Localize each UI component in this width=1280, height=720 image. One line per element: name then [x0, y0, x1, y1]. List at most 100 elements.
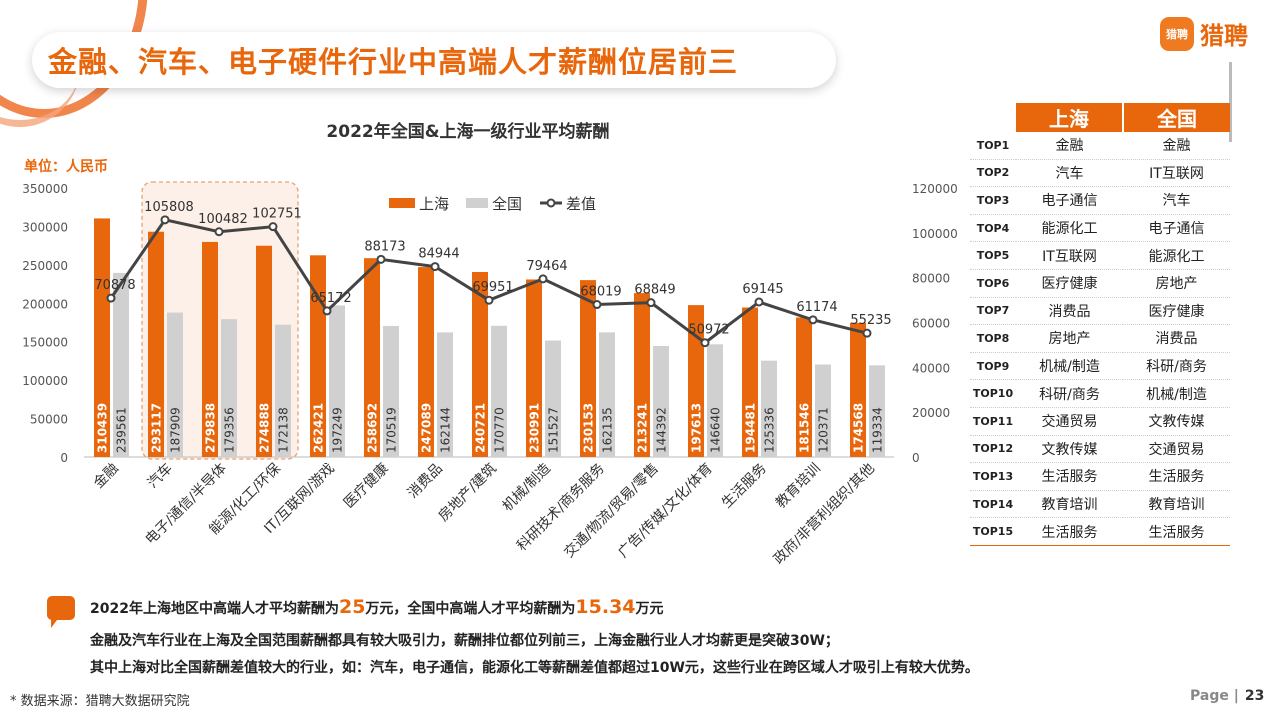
scroll-indicator — [1229, 62, 1232, 142]
ranking-cell-cn: 生活服务 — [1123, 462, 1230, 491]
category-label: 医疗健康 — [340, 460, 392, 512]
category-label: 金融 — [91, 461, 122, 492]
y2-tick-label: 60000 — [912, 317, 950, 331]
bar-label-shanghai: 247089 — [420, 403, 434, 453]
diff-point — [214, 227, 224, 237]
diff-point — [862, 328, 872, 338]
bar-label-shanghai: 293117 — [150, 403, 164, 453]
bar-national — [599, 332, 615, 457]
logo-text: 猎聘 — [1200, 22, 1248, 50]
ranking-cell-cn: 生活服务 — [1123, 517, 1230, 546]
legend-label-national: 全国 — [492, 195, 522, 213]
chart-title: 2022年全国&上海一级行业平均薪酬 — [326, 121, 609, 142]
diff-label: 100482 — [198, 212, 248, 227]
category-label: 交通/物流/贸易/零售 — [561, 460, 662, 561]
ranking-cell-rank: TOP4 — [970, 214, 1016, 243]
bar-national — [815, 364, 831, 457]
ranking-cell-cn: 科研/商务 — [1123, 352, 1230, 381]
diff-label: 70878 — [94, 278, 135, 293]
data-source: * 数据来源：猎聘大数据研究院 — [10, 694, 190, 709]
ranking-cell-cn: 医疗健康 — [1123, 297, 1230, 326]
ranking-cell-sh: 文教传媒 — [1016, 435, 1123, 464]
ranking-row: TOP1 金融 金融 — [970, 132, 1230, 160]
ranking-row: TOP2 汽车 IT互联网 — [970, 159, 1230, 188]
bar-shanghai — [796, 317, 812, 457]
bar-label-national: 170519 — [385, 407, 399, 453]
bar-shanghai — [256, 245, 272, 457]
bar-national — [869, 365, 885, 457]
legend-swatch-national — [466, 198, 488, 208]
bar-national — [491, 325, 507, 457]
bar-label-national: 162135 — [601, 407, 615, 453]
bar-label-shanghai: 230991 — [528, 403, 542, 453]
diff-label: 69145 — [742, 282, 783, 297]
ranking-cell-sh: 电子通信 — [1016, 186, 1123, 215]
diff-point — [700, 338, 710, 348]
summary-highlight-shanghai: 25 — [338, 596, 366, 618]
summary-line-1: 2022年上海地区中高端人才平均薪酬为25万元，全国中高端人才平均薪酬为15.3… — [90, 596, 664, 618]
comment-bubble-icon — [47, 596, 75, 628]
category-label: 机械/制造 — [500, 461, 554, 515]
bar-shanghai — [526, 279, 542, 457]
ranking-row: TOP10 科研/商务 机械/制造 — [970, 379, 1230, 408]
bar-label-shanghai: 174568 — [852, 403, 866, 453]
ranking-cell-sh: 汽车 — [1016, 159, 1123, 188]
y-axis-unit: 单位：人民币 — [24, 158, 108, 175]
diff-label: 61174 — [796, 300, 837, 315]
y2-tick-label: 80000 — [912, 272, 950, 286]
bar-label-national: 162144 — [439, 407, 453, 453]
ranking-cell-cn: 金融 — [1123, 132, 1230, 160]
bar-label-national: 146640 — [709, 407, 723, 453]
diff-point — [268, 222, 278, 232]
diff-point — [808, 315, 818, 325]
ranking-cell-rank: TOP8 — [970, 324, 1016, 353]
ranking-row: TOP3 电子通信 汽车 — [970, 186, 1230, 215]
ranking-cell-rank: TOP13 — [970, 462, 1016, 491]
ranking-row: TOP7 消费品 医疗健康 — [970, 297, 1230, 326]
bar-national — [653, 346, 669, 457]
decorative-arc-small — [0, 60, 80, 127]
ranking-table: 上海 全国 TOP1 金融 金融 TOP2 汽车 IT互联网 TOP3 电子通信 汽车 TOP4 能… — [970, 103, 1230, 546]
bar-label-national: 144392 — [655, 407, 669, 453]
ranking-cell-cn: 文教传媒 — [1123, 407, 1230, 436]
bar-shanghai — [202, 241, 218, 457]
diff-point — [754, 297, 764, 307]
diff-point — [646, 298, 656, 308]
bar-label-national: 239561 — [115, 407, 129, 453]
diff-point — [322, 306, 332, 316]
diff-label: 105808 — [144, 200, 194, 215]
summary-text: 2022年上海地区中高端人才平均薪酬为 — [90, 601, 339, 617]
legend-label-diff: 差值 — [566, 195, 596, 213]
bar-label-shanghai: 258692 — [366, 403, 380, 453]
ranking-row: TOP8 房地产 消费品 — [970, 324, 1230, 353]
ranking-cell-sh: 房地产 — [1016, 324, 1123, 353]
category-label: 消费品 — [405, 461, 446, 502]
ranking-row: TOP5 IT互联网 能源化工 — [970, 241, 1230, 270]
ranking-row: TOP4 能源化工 电子通信 — [970, 214, 1230, 243]
diff-label: 68019 — [580, 285, 621, 300]
category-label: 政府/非营利组织/其他 — [771, 461, 878, 568]
diff-point — [484, 295, 494, 305]
ranking-cell-sh: 消费品 — [1016, 297, 1123, 326]
ranking-cell-sh: 医疗健康 — [1016, 269, 1123, 298]
ranking-cell-rank: TOP11 — [970, 407, 1016, 436]
y2-tick-label: 120000 — [912, 182, 958, 196]
bar-label-shanghai: 213241 — [636, 403, 650, 453]
bar-label-shanghai: 230153 — [582, 403, 596, 453]
ranking-cell-rank: TOP7 — [970, 297, 1016, 326]
bar-national — [113, 272, 129, 457]
bar-label-national: 187909 — [169, 407, 183, 453]
bar-label-shanghai: 240721 — [474, 403, 488, 453]
page-number: Page | 23 — [1190, 688, 1265, 704]
y2-tick-label: 100000 — [912, 227, 958, 241]
bar-shanghai — [850, 322, 866, 457]
y-tick-label: 50000 — [30, 413, 68, 427]
ranking-cell-rank: TOP14 — [970, 490, 1016, 519]
ranking-cell-rank: TOP1 — [970, 132, 1016, 160]
ranking-cell-cn: 机械/制造 — [1123, 379, 1230, 408]
ranking-cell-rank: TOP5 — [970, 241, 1016, 270]
bar-national — [329, 305, 345, 457]
ranking-cell-cn: 汽车 — [1123, 186, 1230, 215]
bar-national — [221, 319, 237, 457]
